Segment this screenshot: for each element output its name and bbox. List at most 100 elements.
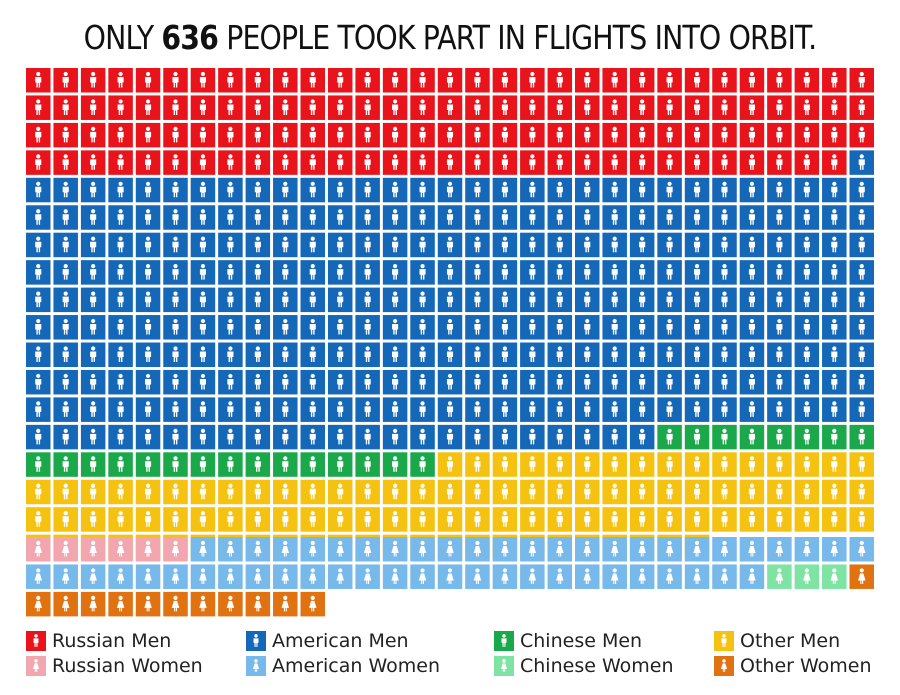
waffle-cell-american-men [190, 232, 216, 258]
waffle-cell-american-men [53, 260, 78, 285]
waffle-cell-american-men [218, 397, 243, 422]
waffle-cell-russian-men [465, 68, 490, 93]
waffle-cell-other-men [822, 479, 847, 505]
waffle-cell-other-men [108, 507, 133, 532]
waffle-cell-russian-men [190, 150, 216, 175]
waffle-cell-american-women [492, 564, 518, 589]
waffle-cell-american-men [108, 260, 133, 285]
waffle-cell-american-men [410, 315, 435, 340]
waffle-cell-american-men [437, 397, 463, 422]
waffle-cell-american-men [26, 424, 51, 450]
legend-label: Chinese Women [520, 655, 674, 677]
waffle-cell-american-men [327, 424, 353, 450]
waffle-cell-other-men [273, 479, 298, 505]
waffle-cell-other-men [437, 479, 463, 505]
waffle-cell-russian-men [520, 122, 545, 148]
waffle-cell-american-men [437, 342, 463, 367]
waffle-cell-american-men [629, 287, 655, 313]
waffle-cell-american-men [300, 397, 325, 422]
waffle-cell-american-women [520, 537, 545, 562]
waffle-cell-russian-men [602, 150, 627, 175]
waffle-cell-american-men [602, 177, 627, 203]
waffle-cell-american-men [300, 424, 325, 450]
waffle-cell-american-men [629, 397, 655, 422]
waffle-cell-american-men [218, 342, 243, 367]
waffle-cell-american-men [684, 205, 710, 230]
waffle-cell-russian-men [410, 95, 435, 120]
waffle-cell-chinese-men [245, 452, 271, 477]
waffle-cell-american-men [575, 177, 600, 203]
waffle-cell-other-men [629, 507, 655, 532]
waffle-cell-american-men [53, 424, 78, 450]
waffle-cell-other-women [26, 591, 51, 617]
waffle-cell-american-men [575, 232, 600, 258]
waffle-cell-russian-men [108, 150, 133, 175]
waffle-cell-russian-men [273, 150, 298, 175]
waffle-cell-american-men [245, 205, 271, 230]
waffle-cell-american-men [794, 205, 820, 230]
waffle-cell-american-men [575, 397, 600, 422]
waffle-cell-russian-women [108, 537, 133, 562]
waffle-cell-russian-men [712, 150, 737, 175]
waffle-cell-american-men [822, 369, 847, 395]
waffle-cell-american-men [657, 342, 682, 367]
waffle-cell-american-men [849, 287, 874, 313]
waffle-cell-american-men [767, 287, 792, 313]
waffle-cell-american-men [108, 342, 133, 367]
waffle-cell-american-men [26, 205, 51, 230]
waffle-cell-american-men [684, 397, 710, 422]
waffle-cell-american-men [53, 205, 78, 230]
waffle-cell-american-men [355, 369, 380, 395]
waffle-cell-other-men [739, 452, 765, 477]
legend-item-russian-women: Russian Women [26, 655, 203, 677]
waffle-cell-russian-men [794, 150, 820, 175]
waffle-cell-american-women [410, 564, 435, 589]
waffle-cell-american-men [767, 177, 792, 203]
title-suffix: PEOPLE TOOK PART IN FLIGHTS INTO ORBIT. [226, 18, 817, 57]
waffle-cell-american-men [602, 260, 627, 285]
waffle-cell-russian-men [684, 95, 710, 120]
waffle-cell-russian-men [300, 68, 325, 93]
waffle-cell-russian-men [657, 68, 682, 93]
waffle-cell-other-men [492, 507, 518, 532]
waffle-cell-american-men [629, 424, 655, 450]
waffle-cell-american-men [849, 260, 874, 285]
waffle-cell-american-men [218, 315, 243, 340]
waffle-cell-russian-men [602, 95, 627, 120]
waffle-cell-american-women [547, 564, 573, 589]
waffle-cell-american-men [520, 232, 545, 258]
waffle-cell-american-men [382, 342, 408, 367]
waffle-cell-american-men [80, 232, 106, 258]
legend-label: American Women [272, 655, 440, 677]
waffle-cell-russian-men [163, 68, 188, 93]
waffle-cell-other-men [437, 452, 463, 477]
waffle-cell-american-men [327, 177, 353, 203]
waffle-cell-american-men [629, 232, 655, 258]
waffle-cell-american-men [849, 397, 874, 422]
waffle-cell-american-men [465, 177, 490, 203]
waffle-cell-american-men [465, 205, 490, 230]
waffle-cell-russian-men [712, 122, 737, 148]
waffle-cell-american-men [739, 287, 765, 313]
waffle-cell-russian-women [80, 537, 106, 562]
waffle-cell-other-men [465, 479, 490, 505]
waffle-cell-american-men [26, 369, 51, 395]
waffle-cell-american-men [520, 315, 545, 340]
waffle-cell-american-men [602, 342, 627, 367]
waffle-cell-american-men [657, 369, 682, 395]
waffle-cell-russian-men [273, 122, 298, 148]
waffle-cell-american-women [712, 537, 737, 562]
waffle-cell-american-men [767, 342, 792, 367]
waffle-cell-other-women [849, 564, 874, 589]
waffle-cell-other-men [657, 479, 682, 505]
waffle-cell-russian-men [382, 150, 408, 175]
waffle-cell-other-men [849, 479, 874, 505]
waffle-cell-russian-men [547, 150, 573, 175]
waffle-cell-chinese-men [822, 424, 847, 450]
legend-item-chinese-women: Chinese Women [494, 655, 673, 677]
waffle-cell-russian-men [135, 122, 161, 148]
waffle-cell-american-men [300, 232, 325, 258]
waffle-cell-russian-men [26, 95, 51, 120]
waffle-cell-american-women [410, 537, 435, 562]
waffle-cell-russian-men [53, 150, 78, 175]
